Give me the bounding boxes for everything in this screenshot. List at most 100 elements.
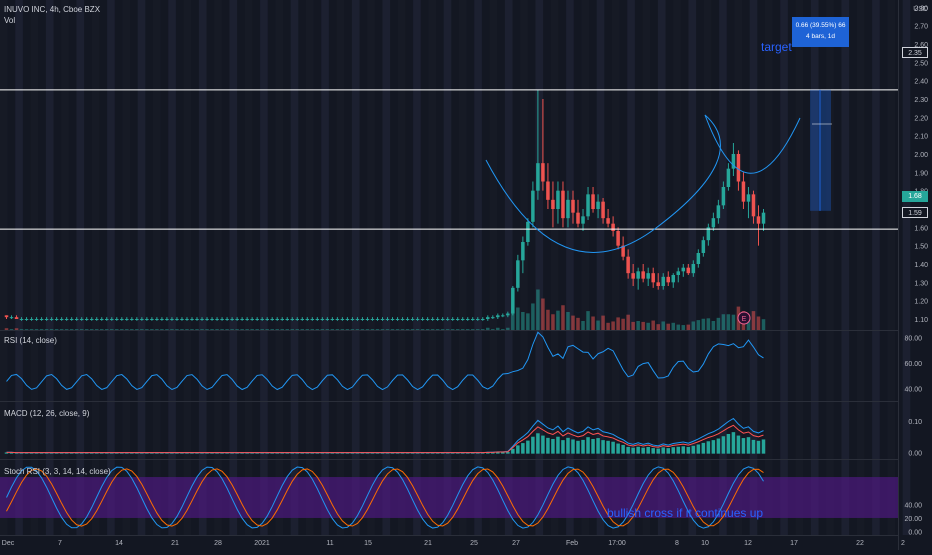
volume-bar [686, 324, 691, 330]
session-shade [336, 0, 345, 535]
candle-body [405, 319, 410, 320]
volume-bar [220, 329, 224, 330]
volume-bar [651, 320, 655, 330]
session-shade [780, 0, 788, 535]
macd-histogram-bar [486, 452, 490, 454]
volume-bar [245, 329, 249, 330]
candle-body [390, 319, 395, 320]
volume-bar [215, 329, 219, 330]
candle-body [561, 190, 565, 219]
volume-bar [751, 311, 756, 330]
macd-histogram-bar [726, 433, 731, 454]
candle-body [360, 319, 365, 320]
volume-bar [621, 318, 625, 330]
candle-body [691, 264, 696, 274]
candle-body [741, 181, 746, 202]
candle-body [756, 216, 761, 224]
candle-body [205, 319, 209, 320]
volume-bar [315, 329, 320, 330]
volume-bar [601, 315, 605, 330]
stoch-rsi-label: Stoch RSI (3, 3, 14, 14, close) [4, 467, 111, 476]
candle-body [666, 276, 670, 283]
chart-title: INUVO INC, 4h, Cboe BZX [4, 5, 101, 14]
candle-body [100, 319, 104, 320]
indicator-tick-label: 0.00 [908, 451, 922, 458]
candle-body [726, 168, 731, 187]
candle-body [24, 319, 29, 320]
volume-bar [661, 321, 665, 330]
candle-body [591, 194, 595, 209]
volume-bar [165, 329, 169, 330]
price-tick-label: 2.70 [914, 24, 928, 31]
volume-bar [521, 312, 525, 330]
volume-bar [470, 329, 475, 330]
price-tick-label: 2.80 [914, 5, 928, 12]
session-shade [351, 0, 360, 535]
macd-histogram-bar [656, 448, 660, 454]
volume-bar [310, 329, 315, 330]
current-price-tag: 1.68 [902, 191, 928, 202]
macd-label: MACD (12, 26, close, 9) [4, 409, 90, 418]
volume-bar [430, 329, 435, 330]
candle-body [74, 319, 79, 320]
macd-histogram-bar [701, 442, 706, 454]
macd-histogram-bar [586, 437, 590, 454]
volume-bar [160, 329, 164, 330]
macd-histogram-bar [746, 437, 751, 454]
price-tick-label: 2.40 [914, 79, 928, 86]
candle-body [200, 319, 204, 320]
volume-bar [225, 329, 229, 330]
volume-bar [170, 329, 174, 330]
candle-body [736, 154, 741, 182]
candle-body [526, 221, 530, 242]
volume-bar [125, 329, 129, 330]
macd-histogram-bar [591, 438, 595, 454]
volume-bar [39, 329, 44, 330]
candle-body [330, 319, 335, 320]
time-tick-label: 22 [856, 540, 864, 547]
candle-body [340, 319, 345, 320]
session-shade [535, 0, 544, 535]
candle-body [455, 319, 460, 320]
volume-bar [706, 318, 711, 330]
volume-bar [696, 320, 701, 330]
volume-bar [260, 329, 264, 330]
volume-bar [631, 321, 635, 330]
stoch-band [0, 477, 898, 518]
candle-body [49, 319, 54, 320]
session-shade [382, 0, 391, 535]
volume-bar [641, 321, 645, 330]
session-shade [657, 0, 666, 535]
macd-histogram-bar [4, 452, 9, 454]
candle-body [195, 319, 199, 320]
candle-body [9, 317, 14, 319]
candle-body [54, 319, 59, 320]
session-shade [61, 0, 69, 535]
volume-bar [606, 322, 610, 330]
session-shade [795, 0, 804, 535]
session-shade [826, 0, 834, 535]
candle-body [300, 319, 305, 320]
candle-body [135, 319, 139, 320]
candle-body [385, 319, 390, 320]
session-shade [612, 0, 620, 535]
volume-bar [491, 329, 495, 330]
volume-bar [49, 329, 54, 330]
volume-bar [295, 329, 300, 330]
volume-bar [756, 316, 761, 330]
candle-body [656, 282, 660, 286]
time-tick-label: 8 [675, 540, 679, 547]
macd-histogram-bar [491, 452, 495, 454]
volume-bar [320, 329, 325, 330]
candle-body [29, 319, 34, 320]
candle-body [636, 271, 640, 279]
macd-histogram-bar [596, 438, 600, 454]
macd-histogram-bar [696, 444, 701, 454]
macd-histogram-bar [741, 438, 746, 454]
volume-bar [44, 329, 49, 330]
candle-body [646, 273, 650, 279]
candle-body [616, 231, 620, 246]
time-tick-label: 27 [512, 540, 520, 547]
session-shade [703, 0, 712, 535]
